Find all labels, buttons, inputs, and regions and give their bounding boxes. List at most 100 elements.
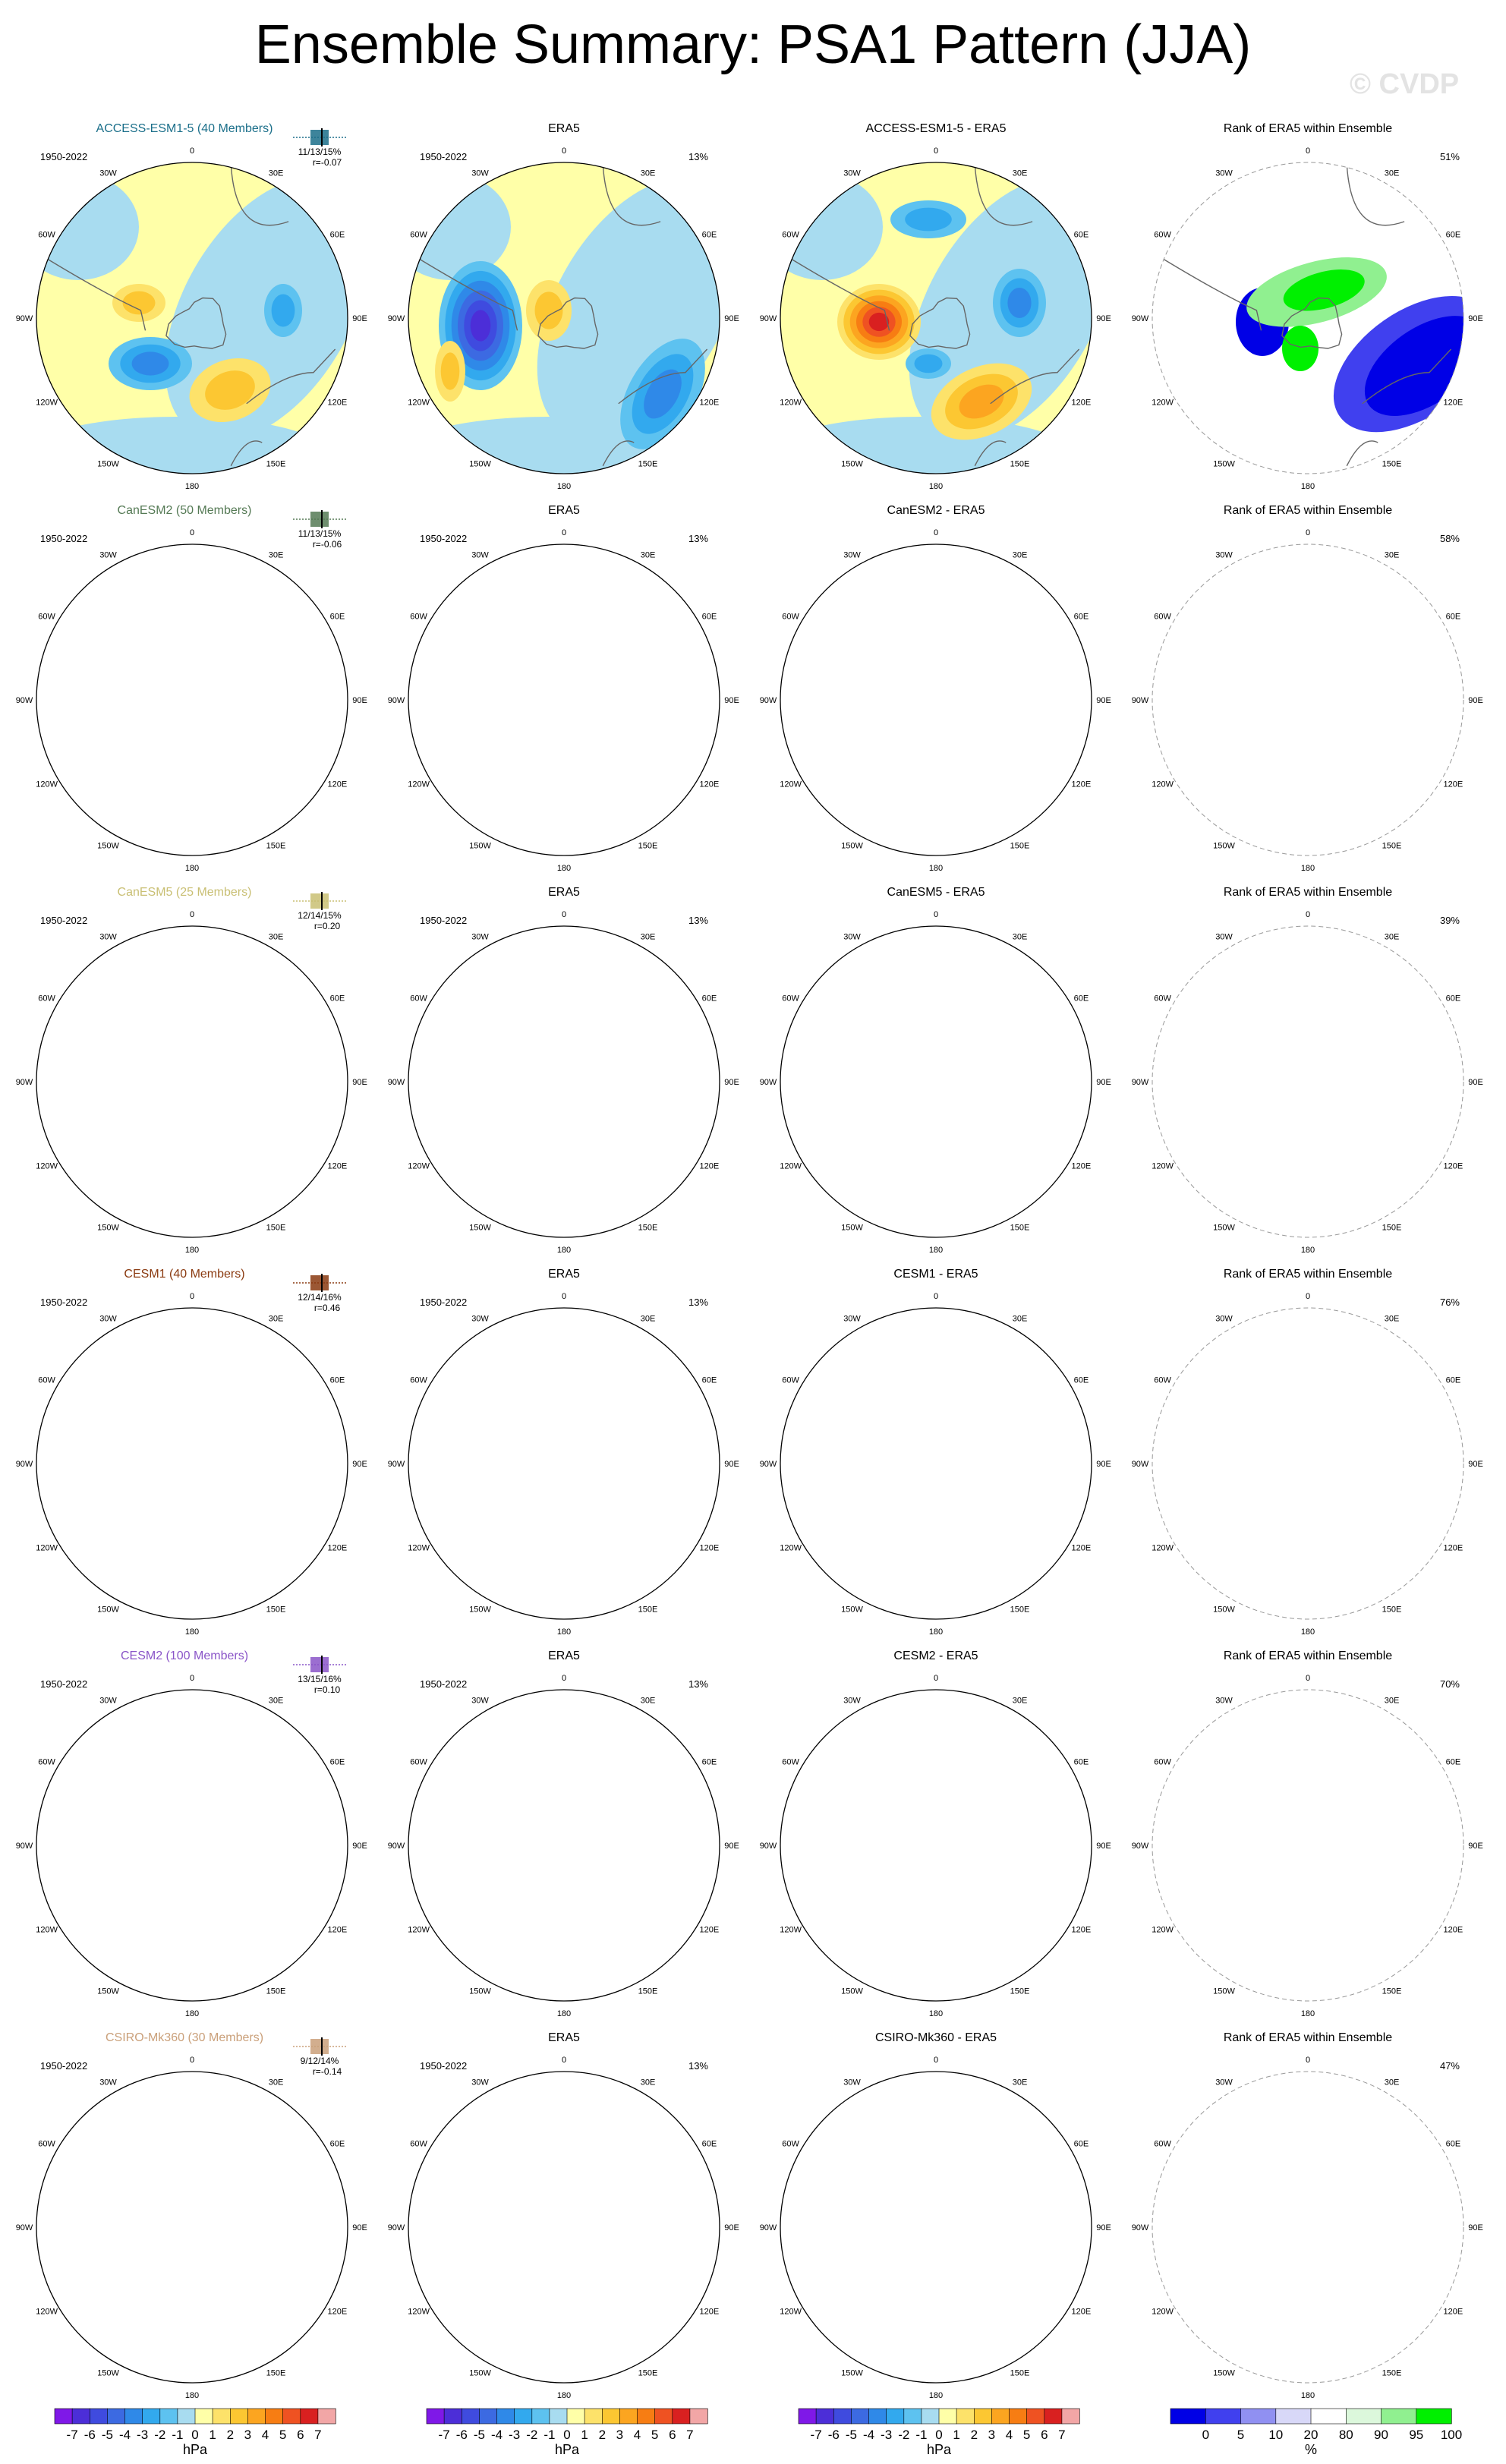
difference-map-border: [780, 925, 1092, 1238]
longitude-label: 180: [1301, 2391, 1315, 2400]
negative-band: [495, 1669, 784, 2002]
low-east-contour-3: [1007, 288, 1032, 318]
longitude-label: 30W: [1215, 169, 1233, 178]
longitude-label: 120E: [1444, 1544, 1463, 1553]
longitude-label: 150W: [841, 841, 863, 850]
longitude-label: 150E: [638, 841, 658, 850]
longitude-label: 90W: [760, 314, 777, 323]
longitude-label: 180: [1301, 2009, 1315, 2018]
negative-band: [397, 799, 701, 874]
longitude-label: 120W: [36, 2308, 58, 2317]
high-center-contour-1: [112, 1429, 165, 1467]
rank-high-region: [1242, 2162, 1397, 2258]
high-center-contour-5: [862, 2216, 895, 2245]
longitude-label: 60W: [1154, 613, 1171, 622]
africa-coastline: [1346, 164, 1405, 226]
low-center-contour-6: [471, 1455, 491, 1486]
hpa-colorbar-3-tick-label: -5: [846, 2428, 857, 2442]
longitude-label: 150W: [97, 2368, 119, 2377]
longitude-label: 60E: [1074, 1376, 1089, 1385]
rank-high-region: [1282, 1853, 1319, 1898]
longitude-label: 60W: [410, 1376, 427, 1385]
south-america-coastline: [47, 1022, 145, 1094]
negative-band: [769, 2326, 1073, 2402]
longitude-label: 90W: [388, 696, 405, 705]
hpa-colorbar-3-swatch: [921, 2408, 940, 2425]
longitude-label: 90W: [760, 2223, 777, 2232]
longitude-label: 150E: [638, 1987, 658, 1996]
rank-low-region: [1236, 670, 1289, 738]
longitude-label: 60E: [702, 994, 717, 1004]
low-north-contour-1: [890, 1728, 966, 1766]
africa-coastline: [974, 164, 1033, 226]
longitude-label: 150W: [841, 2368, 863, 2377]
negative-band: [397, 2326, 701, 2402]
rank-colorbar-swatch: [1310, 2408, 1347, 2425]
model-map: 0 30E 60E 90E 120E 150E 180 150W 120W 90W 60W 30W: [16, 1287, 412, 1637]
hpa-colorbar-2-swatch: [549, 2408, 568, 2425]
low-east-contour-3: [1007, 2197, 1031, 2227]
low-east-contour-1: [264, 1048, 302, 1101]
low-east-contour-1: [264, 1429, 302, 1482]
longitude-label: 30E: [269, 2078, 284, 2087]
longitude-label: 0: [190, 528, 194, 537]
negative-band: [123, 1287, 412, 1621]
longitude-label: 90E: [1468, 2223, 1483, 2232]
longitude-label: 150E: [266, 1223, 286, 1232]
high-south-contour-3: [953, 1142, 1009, 1189]
hpa-colorbar-1-tick-label: 4: [262, 2428, 269, 2442]
low-east-contour-2: [1000, 2188, 1039, 2237]
difference-map: 0 30E 60E 90E 120E 150E 180 150W 120W 90W 60W 30W: [760, 910, 1111, 1255]
south-america-coastline: [47, 1786, 145, 1857]
longitude-label: 150E: [638, 459, 658, 468]
era5-pct-variance: 13%: [688, 915, 708, 926]
longitude-label: 180: [185, 1627, 199, 1637]
longitude-label: 150E: [1382, 2368, 1402, 2377]
hpa-colorbar-1-swatch: [71, 2408, 90, 2425]
longitude-label: 30E: [641, 551, 656, 560]
low-east-contour-2: [1000, 1042, 1039, 1092]
negative-band: [25, 799, 329, 874]
longitude-label: 60E: [330, 1758, 345, 1767]
rank-high-region: [1240, 1776, 1395, 1871]
period-label: 1950-2022: [40, 151, 87, 162]
longitude-label: 120W: [1152, 399, 1174, 408]
low-center-contour-4: [458, 1436, 503, 1507]
longitude-label: 180: [185, 2009, 199, 2018]
longitude-label: 150W: [97, 1605, 119, 1614]
hpa-colorbar-1-tick-label: -5: [102, 2428, 113, 2442]
longitude-label: 150E: [1382, 1223, 1402, 1232]
rank-colorbar-tick-label: 20: [1304, 2428, 1319, 2442]
antarctica-coastline: [1282, 1444, 1342, 1495]
rank-map: 0 30E 60E 90E 120E 150E 180 150W 120W 90W 60W 30W: [1132, 1292, 1483, 1637]
longitude-label: 90E: [1468, 1842, 1483, 1851]
negative-band: [769, 1944, 1073, 2020]
low-center-contour-2: [120, 1872, 180, 1911]
low-east-contour-1: [603, 706, 723, 846]
longitude-label: 150E: [266, 841, 286, 850]
rank-map-border: [1152, 1689, 1464, 2002]
longitude-label: 60W: [38, 1758, 55, 1767]
difference-map-border: [780, 162, 1092, 474]
longitude-label: 150E: [266, 1987, 286, 1996]
hpa-colorbar-3-swatch: [833, 2408, 852, 2425]
negative-band: [17, 556, 139, 662]
longitude-label: 120E: [328, 399, 348, 408]
longitude-label: 90W: [1132, 1460, 1149, 1469]
model-map-border: [36, 2071, 348, 2384]
south-america-coastline: [47, 1404, 145, 1476]
row-1: CanESM2 (50 Members) 1950-2022 11/13/15%r=…: [40, 504, 1460, 550]
australia-coastline: [619, 1876, 707, 1931]
longitude-label: 30E: [641, 1697, 656, 1706]
high-south-contour-2: [194, 2268, 266, 2330]
longitude-label: 180: [1301, 1246, 1315, 1255]
era5-map-border: [408, 1689, 720, 2002]
longitude-label: 180: [557, 1627, 571, 1637]
rank-map-field: [1152, 926, 1506, 1237]
longitude-label: 0: [1306, 147, 1310, 156]
longitude-label: 60W: [38, 994, 55, 1004]
longitude-label: 90E: [1468, 1078, 1483, 1087]
spread-box: [310, 893, 329, 909]
low-center-contour-6: [470, 310, 491, 342]
negative-band: [389, 2083, 511, 2189]
